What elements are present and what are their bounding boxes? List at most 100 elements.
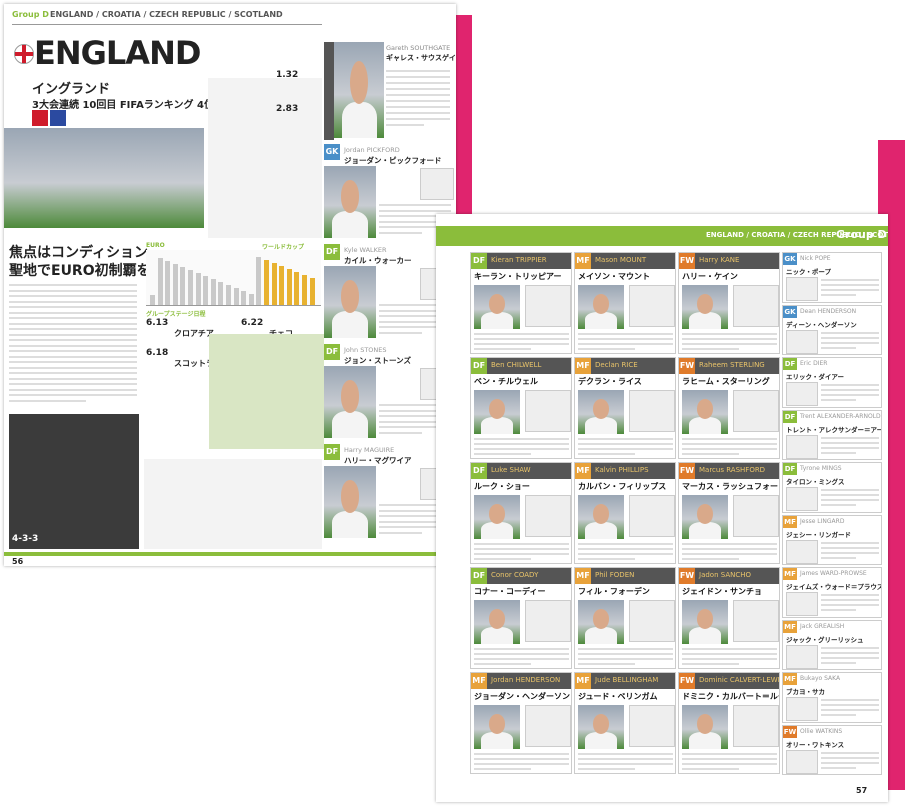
player-photo — [578, 705, 624, 749]
head — [592, 293, 610, 314]
text-line — [379, 326, 451, 328]
text-line — [821, 499, 879, 501]
reserve-card: MF Bukayo SAKA ブカヨ・サカ — [782, 672, 882, 723]
footer-bar — [4, 552, 456, 556]
player-name-ja: マーカス・ラッシュフォード — [682, 482, 780, 491]
coach-stat: 1.32 — [276, 70, 299, 80]
bar-deco — [264, 260, 269, 305]
text-line — [474, 548, 569, 550]
shirt — [688, 627, 722, 644]
text-line — [682, 338, 777, 340]
coach-name: Gareth SOUTHGATE — [386, 44, 451, 52]
text-line — [821, 761, 879, 764]
position-tag: GK — [324, 144, 340, 160]
text-line — [821, 494, 879, 496]
player-name-ja: エリック・ダイアー — [786, 373, 844, 381]
text-line — [9, 399, 86, 402]
text-line — [682, 333, 777, 335]
text-line — [474, 438, 569, 440]
player-name-ja: ジュード・ベリンガム — [578, 692, 658, 701]
text-line — [821, 284, 879, 286]
text-line — [821, 556, 856, 559]
match-opponent: クロアチア — [174, 329, 214, 338]
reserve-card: DF Tyrone MINGS タイロン・ミングス — [782, 462, 882, 513]
text-line — [821, 651, 879, 654]
text-line — [9, 311, 137, 314]
text-line — [9, 361, 137, 363]
player-name: Jesse LINGARD — [800, 517, 845, 525]
player-photo — [682, 390, 728, 434]
stat-box — [786, 277, 818, 301]
position-tag: MF — [575, 253, 591, 269]
position-tag: GK — [783, 253, 797, 265]
text-line — [9, 366, 137, 369]
section-label: グループステージ日程 — [146, 311, 206, 318]
text-line — [821, 489, 879, 491]
text-line — [578, 338, 673, 340]
player-name-ja: トレント・アレクサンダー＝アーノルド — [786, 425, 882, 434]
name-band — [487, 358, 571, 374]
player-name-ja: オリー・ワトキンス — [786, 740, 845, 749]
position-tag: FW — [679, 568, 695, 584]
shirt — [584, 522, 618, 539]
player-photo — [682, 495, 728, 539]
group-label: Group D — [836, 228, 887, 241]
shirt — [688, 417, 722, 434]
text-line — [821, 341, 879, 344]
header-bar — [436, 226, 888, 246]
text-line — [682, 553, 777, 555]
player-card: MF Jude BELLINGHAM ジュード・ベリンガム — [574, 672, 676, 774]
text-line — [379, 331, 423, 334]
position-tag: DF — [324, 444, 340, 460]
player-card: FW Jadon SANCHO ジェイドン・サンチョ — [678, 567, 780, 669]
text-line — [379, 509, 451, 512]
player-name: Tyrone MINGS — [800, 465, 842, 472]
player-name: Raheem STERLING — [699, 361, 765, 369]
shirt — [480, 732, 514, 749]
player-name: Eric DIER — [800, 360, 828, 367]
name-band — [591, 253, 675, 269]
stat-box — [786, 539, 818, 564]
player-name-ja: フィル・フォーデン — [578, 587, 650, 596]
stat-box — [786, 434, 818, 459]
position-tag: DF — [471, 568, 487, 584]
text-line — [9, 306, 137, 308]
text-line — [578, 658, 673, 660]
team-photo — [4, 128, 204, 228]
page-number: 57 — [856, 786, 868, 795]
text-line — [682, 343, 777, 345]
position-tag: DF — [783, 463, 797, 475]
player-name-ja: ジェイムズ・ウォード＝プラウズ — [786, 583, 882, 591]
text-line — [386, 70, 450, 72]
player-name: Jordan HENDERSON — [491, 676, 561, 684]
position-tag: DF — [471, 463, 487, 479]
head — [592, 398, 610, 419]
player-card: FW Raheem STERLING ラヒーム・スターリング — [678, 357, 780, 459]
stats-panel — [208, 78, 322, 238]
flag — [14, 44, 34, 64]
name-band — [695, 463, 779, 479]
player-name: Harry KANE — [699, 256, 740, 264]
text-line — [9, 344, 137, 347]
name-band — [487, 673, 571, 689]
formation-pitch — [9, 414, 139, 549]
head — [488, 608, 506, 629]
text-line — [9, 388, 137, 391]
text-line — [9, 383, 137, 385]
bar-deco — [165, 261, 171, 305]
text-line — [821, 704, 879, 706]
name-band — [487, 568, 571, 584]
history-chart — [146, 250, 321, 306]
reserve-card: MF Jesse LINGARD ジェシー・リンガード — [782, 514, 882, 565]
player-photo — [334, 42, 384, 138]
shirt — [331, 310, 369, 338]
text-line — [379, 220, 451, 223]
reserve-card: FW Ollie WATKINS オリー・ワトキンス — [782, 724, 882, 775]
position-tag: MF — [575, 568, 591, 584]
bar-deco — [188, 270, 193, 305]
stat-box — [629, 390, 675, 432]
text-line — [821, 551, 879, 554]
text-line — [578, 443, 673, 445]
text-line — [578, 753, 673, 755]
header-rule — [12, 24, 322, 25]
